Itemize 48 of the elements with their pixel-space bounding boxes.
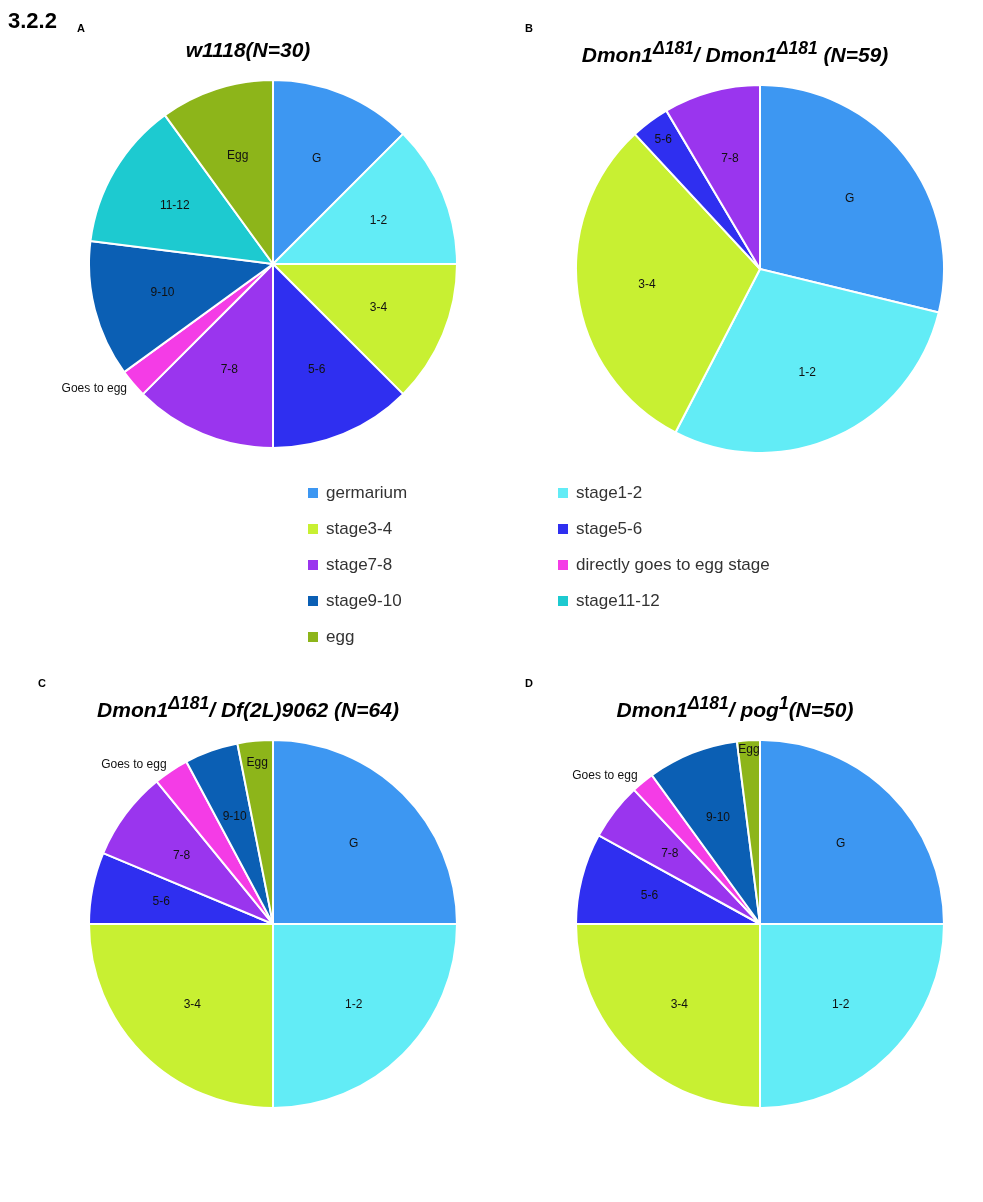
data-label: 11-12: [159, 198, 191, 213]
legend-label: stage9-10: [326, 591, 402, 611]
data-label: 1-2: [831, 996, 850, 1011]
legend-label: germarium: [326, 483, 408, 503]
legend-label: stage7-8: [326, 555, 393, 575]
chart-title: w1118(N=30): [184, 38, 312, 62]
legend-label: stage11-12: [576, 591, 660, 611]
data-label: 7-8: [172, 848, 191, 863]
legend-label: stage3-4: [326, 519, 393, 539]
data-label: 1-2: [369, 212, 388, 227]
legend-label: egg: [326, 627, 355, 647]
data-label: 3-4: [369, 299, 388, 314]
text: B: [525, 22, 533, 34]
data-label: 5-6: [654, 131, 673, 146]
data-label: G: [311, 150, 322, 165]
data-label: Egg: [738, 741, 760, 756]
legend-label: directly goes to egg stage: [576, 555, 770, 575]
data-label: 7-8: [220, 361, 239, 376]
text: D: [525, 677, 533, 689]
data-label: G: [845, 190, 855, 205]
data-label: 3-4: [670, 996, 689, 1011]
text: C: [38, 677, 46, 689]
data-label: Egg: [246, 755, 268, 770]
legend-label: stage1-2: [576, 483, 643, 503]
chart-title: Dmon1$^{Δ181}$/ pog$^{1}$(N=50): [615, 693, 855, 722]
data-label: Goes to egg: [572, 768, 638, 783]
data-label: G: [348, 835, 359, 850]
text: 3.2.2: [8, 8, 57, 34]
data-label: 9-10: [150, 284, 175, 299]
data-label: 5-6: [307, 361, 326, 376]
chart-title: Dmon1$^{Δ181}$/ Dmon1$^{Δ181}$ (N=59): [580, 38, 890, 67]
text: A: [76, 22, 85, 34]
data-label: Egg: [227, 147, 249, 162]
data-label: 5-6: [640, 887, 659, 902]
legend-label: stage5-6: [576, 519, 643, 539]
chart-title: Dmon1$^{Δ181}$/ Df(2L)9062 (N=64): [96, 693, 400, 722]
data-label: Goes to egg: [61, 381, 127, 396]
data-label: G: [835, 835, 846, 850]
data-label: Goes to egg: [101, 756, 167, 771]
data-label: 3-4: [183, 996, 202, 1011]
data-label: 7-8: [661, 846, 679, 861]
data-label: 1-2: [798, 365, 817, 380]
data-label: 1-2: [344, 996, 363, 1011]
data-label: 9-10: [222, 808, 248, 823]
data-label: 7-8: [721, 151, 739, 166]
data-label: 9-10: [705, 810, 731, 825]
data-label: 5-6: [152, 893, 171, 908]
data-label: 3-4: [638, 276, 656, 291]
